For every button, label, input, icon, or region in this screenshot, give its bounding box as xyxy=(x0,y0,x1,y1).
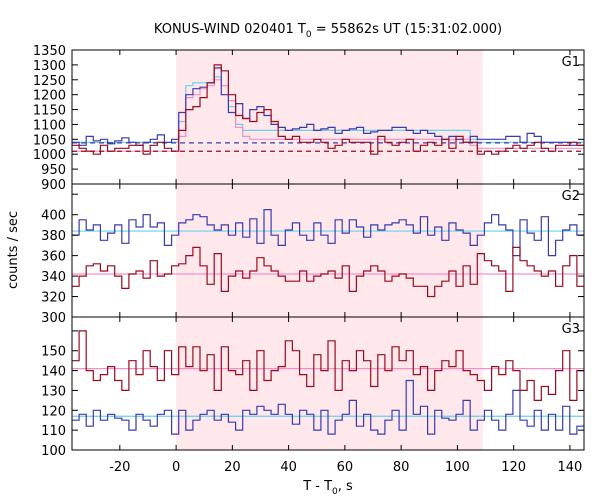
g2-ytick-label: 340 xyxy=(41,270,66,285)
g3-ytick-label: 140 xyxy=(41,365,66,380)
series-layer xyxy=(72,64,584,435)
g2-panel-label: G2 xyxy=(562,189,580,204)
g1-blue-series xyxy=(72,67,584,146)
g3-red-series xyxy=(72,330,584,401)
g3-series-group xyxy=(72,330,584,435)
g2-ytick-label: 400 xyxy=(41,209,66,224)
g1-ytick-label: 1300 xyxy=(33,59,66,74)
g3-ytick-label: 110 xyxy=(41,424,66,439)
g1-shaded-interval xyxy=(176,50,483,184)
xtick-label: 20 xyxy=(224,460,241,475)
g1-panel-label: G1 xyxy=(562,55,580,70)
g2-blue-series xyxy=(72,209,584,257)
xtick-label: 140 xyxy=(558,460,583,475)
g3-ytick-label: 120 xyxy=(41,404,66,419)
g2-red-series xyxy=(72,246,584,298)
axes-layer: 90095010001050110011501200125013001350G1… xyxy=(33,44,585,475)
chart-title: KONUS-WIND 020401 T0 = 55862s UT (15:31:… xyxy=(154,22,502,40)
g3-blue-series xyxy=(72,379,584,435)
g1-ytick-label: 1000 xyxy=(33,148,66,163)
g1-ytick-label: 1250 xyxy=(33,74,66,89)
g2-ytick-label: 360 xyxy=(41,250,66,265)
g1-ytick-label: 950 xyxy=(41,163,66,178)
g2-ytick-label: 320 xyxy=(41,291,66,306)
xtick-label: 100 xyxy=(445,460,470,475)
g3-ytick-label: 130 xyxy=(41,384,66,399)
g3-panel-label: G3 xyxy=(562,322,580,337)
g1-ytick-label: 900 xyxy=(41,178,66,193)
xtick-label: -20 xyxy=(109,460,130,475)
xtick-label: 0 xyxy=(172,460,180,475)
g3-ytick-label: 100 xyxy=(41,444,66,459)
g2-shaded-interval xyxy=(176,184,483,317)
g2-series-group xyxy=(72,209,584,298)
x-axis-label: T - T0, s xyxy=(302,479,353,497)
xtick-label: 80 xyxy=(393,460,410,475)
g1-ytick-label: 1350 xyxy=(33,44,66,59)
g1-ytick-label: 1100 xyxy=(33,118,66,133)
g1-red-series xyxy=(72,64,584,155)
xtick-label: 40 xyxy=(280,460,297,475)
y-axis-label: counts / sec xyxy=(6,211,21,289)
xtick-label: 120 xyxy=(501,460,526,475)
g3-frame xyxy=(71,316,585,451)
g1-ytick-label: 1200 xyxy=(33,89,66,104)
g1-ytick-label: 1150 xyxy=(33,104,66,119)
g1-ytick-label: 1050 xyxy=(33,133,66,148)
g2-ytick-label: 380 xyxy=(41,229,66,244)
g1-series-group xyxy=(72,64,584,155)
shaded-interval-layer xyxy=(176,50,483,450)
xtick-label: 60 xyxy=(337,460,354,475)
g3-ytick-label: 150 xyxy=(41,345,66,360)
g2-ytick-label: 300 xyxy=(41,311,66,326)
g3-shaded-interval xyxy=(176,317,483,450)
